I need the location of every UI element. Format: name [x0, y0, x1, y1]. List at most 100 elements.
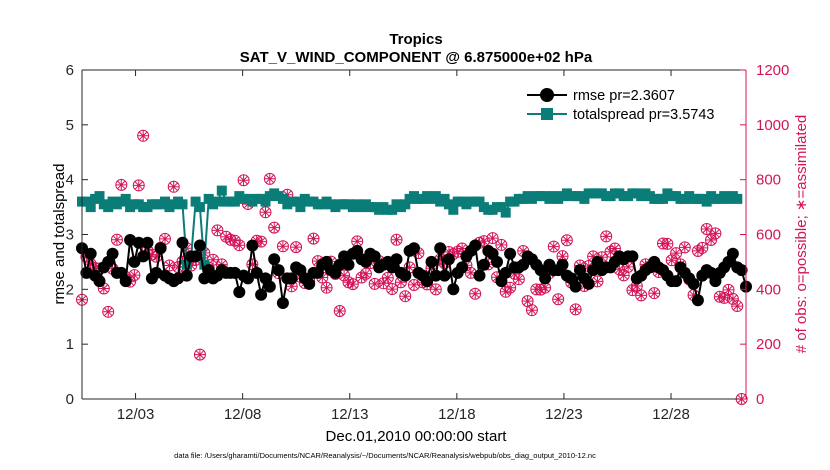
obs-count-point	[259, 206, 272, 219]
obs-count-point	[678, 241, 691, 254]
x-tick-label: 12/08	[224, 406, 262, 423]
obs-assimilated-marker	[351, 235, 363, 247]
rmse-point	[189, 250, 202, 263]
rmse-point	[569, 280, 582, 293]
obs-count-point	[670, 247, 683, 260]
obs-count-point	[368, 277, 381, 290]
legend-label: totalspread pr=3.5743	[573, 107, 714, 123]
obs-assimilated-marker	[495, 239, 507, 251]
obs-assimilated-marker	[369, 278, 381, 290]
obs-assimilated-marker	[128, 269, 140, 281]
obs-assimilated-marker	[115, 179, 127, 191]
legend-item-rmse: rmse pr=2.3607	[527, 88, 675, 104]
obs-assimilated-marker	[552, 293, 564, 305]
x-tick-label: 12/03	[117, 406, 155, 423]
obs-assimilated-marker	[412, 247, 424, 259]
obs-assimilated-marker	[168, 181, 180, 193]
totalspread-point	[203, 193, 214, 204]
obs-assimilated-marker	[456, 243, 468, 254]
obs-assimilated-marker	[557, 250, 568, 262]
y-axis-right-label: # of obs: o=possible; ∗=assimilated	[793, 115, 810, 354]
rmse-point	[263, 280, 276, 293]
y-left-tick-label: 5	[66, 117, 74, 134]
obs-count-point	[504, 281, 517, 294]
y-right-tick-label: 200	[756, 336, 781, 353]
totalspread-point	[732, 193, 743, 204]
rmse-point	[285, 272, 298, 285]
obs-assimilated-marker	[225, 234, 236, 246]
rmse-point	[469, 239, 482, 252]
rmse-point	[119, 275, 132, 288]
obs-count-point	[237, 174, 250, 187]
rmse-point	[687, 277, 700, 290]
obs-assimilated-marker	[522, 295, 534, 307]
x-tick-label: 12/13	[331, 406, 369, 423]
rmse-point	[691, 294, 704, 307]
obs-count-point	[600, 230, 613, 243]
obs-count-point	[346, 278, 359, 291]
totalspread-point	[260, 196, 271, 207]
x-tick-label: 12/23	[545, 406, 583, 423]
rmse-point	[276, 297, 289, 309]
rmse-point	[456, 261, 469, 274]
obs-assimilated-marker	[233, 239, 245, 251]
obs-assimilated-marker	[229, 235, 241, 247]
rmse-point	[106, 247, 119, 260]
totalspread-point	[496, 202, 507, 213]
obs-assimilated-marker	[251, 235, 263, 247]
obs-count-point	[626, 284, 639, 297]
obs-count-point	[525, 304, 538, 317]
obs-assimilated-marker	[731, 300, 743, 312]
rmse-point	[246, 239, 259, 252]
rmse-point	[255, 288, 268, 301]
obs-assimilated-marker	[404, 261, 416, 273]
obs-assimilated-marker	[696, 242, 708, 254]
totalspread-point	[277, 193, 288, 204]
obs-count-point	[320, 281, 333, 294]
chart-subtitle: SAT_V_WIND_COMPONENT @ 6.875000e+02 hPa	[240, 49, 593, 66]
chart-title: Tropics	[389, 31, 442, 48]
obs-assimilated-marker	[679, 241, 691, 253]
obs-assimilated-marker	[517, 245, 529, 257]
totalspread-point	[430, 191, 441, 202]
obs-assimilated-marker	[163, 260, 175, 271]
obs-count-point	[705, 233, 718, 246]
obs-assimilated-marker	[316, 272, 328, 283]
rmse-point	[303, 277, 316, 290]
obs-count-point	[731, 300, 744, 313]
obs-count-point	[547, 240, 560, 253]
totalspread-point	[190, 196, 201, 207]
obs-assimilated-marker	[661, 238, 673, 250]
obs-assimilated-marker	[211, 224, 223, 236]
obs-assimilated-marker	[430, 283, 442, 295]
y-right-tick-label: 600	[756, 227, 781, 244]
totalspread-point	[229, 196, 240, 207]
totalspread-point	[500, 207, 511, 218]
obs-assimilated-marker	[377, 277, 389, 289]
totalspread-point	[81, 196, 92, 207]
obs-assimilated-marker	[587, 250, 599, 262]
obs-assimilated-marker	[443, 246, 455, 258]
obs-assimilated-marker	[207, 254, 219, 266]
obs-assimilated-marker	[723, 284, 734, 296]
rmse-point	[626, 250, 639, 263]
obs-assimilated-marker	[513, 273, 525, 285]
obs-assimilated-marker	[277, 240, 289, 252]
rmse-point	[242, 272, 254, 285]
rmse-point	[132, 236, 145, 249]
obs-count-point	[290, 241, 303, 254]
rmse-point	[141, 236, 154, 249]
footer-data-file: data file: /Users/gharamti/Documents/NCA…	[174, 451, 596, 460]
obs-count-point	[429, 283, 442, 296]
obs-assimilated-marker	[666, 254, 678, 266]
obs-assimilated-marker	[500, 286, 512, 298]
obs-assimilated-marker	[526, 304, 538, 316]
obs-assimilated-marker	[238, 174, 250, 186]
obs-assimilated-marker	[308, 233, 319, 245]
y-right-tick-label: 800	[756, 172, 781, 189]
obs-assimilated-marker	[705, 234, 717, 246]
obs-assimilated-marker	[268, 222, 280, 234]
obs-assimilated-marker	[395, 276, 407, 288]
totalspread-point	[216, 185, 227, 196]
